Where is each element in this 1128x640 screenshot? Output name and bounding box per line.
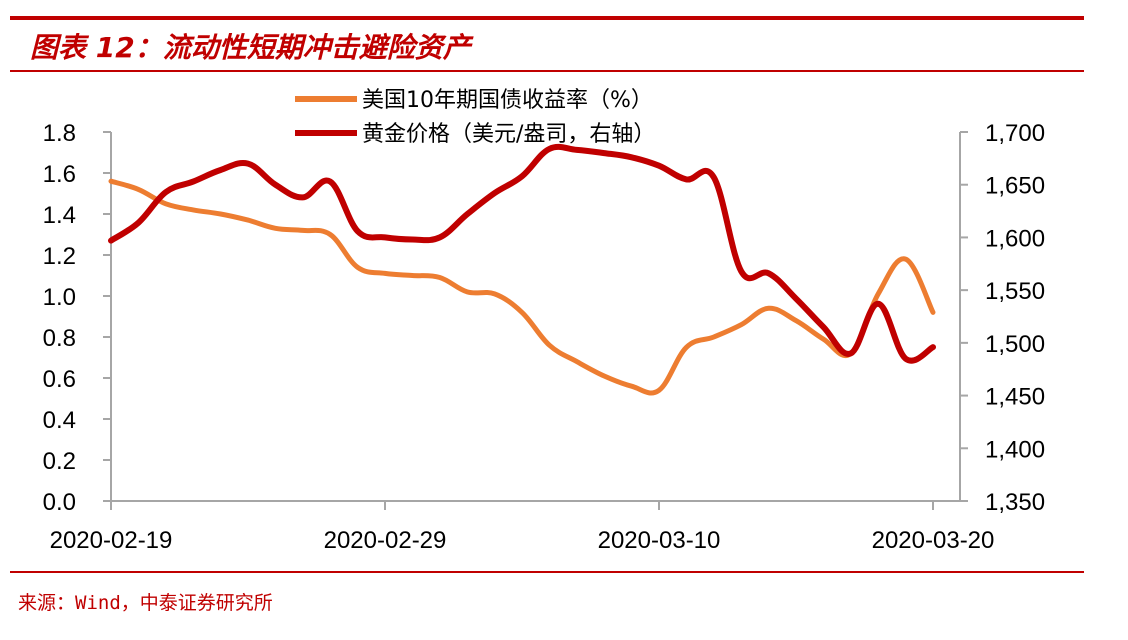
legend-item-yield: 美国10年期国债收益率（%）	[295, 88, 653, 113]
right-tick-label: 1,600	[985, 225, 1045, 252]
left-axis: 0.0 0.2 0.4 0.6 0.8 1.0 1.2 1.4 1.6 1.8	[43, 120, 112, 516]
right-axis: 1,350 1,400 1,450 1,500 1,550 1,600 1,650 1,700	[959, 120, 1045, 516]
line-chart: 0.0 0.2 0.4 0.6 0.8 1.0 1.2 1.4 1.6 1.8 1,350 1,40…	[43, 88, 1045, 554]
x-tick-label: 2020-02-19	[50, 527, 173, 554]
left-tick-label: 0.4	[43, 407, 76, 434]
left-tick-label: 0.0	[43, 489, 76, 516]
title-bottom-rule	[10, 70, 1084, 72]
series-line-yield	[108, 178, 936, 396]
legend-label-yield: 美国10年期国债收益率（%）	[362, 88, 653, 113]
right-axis-ticks: 1,350 1,400 1,450 1,500 1,550 1,600 1,650 1,700	[960, 120, 1045, 516]
left-tick-label: 1.4	[43, 202, 76, 229]
right-tick-label: 1,450	[985, 384, 1045, 411]
x-tick-label: 2020-03-10	[598, 527, 721, 554]
legend: 美国10年期国债收益率（%） 黄金价格（美元/盎司，右轴）	[295, 88, 655, 147]
right-tick-label: 1,400	[985, 436, 1045, 463]
legend-item-gold: 黄金价格（美元/盎司，右轴）	[295, 122, 655, 147]
x-axis: 2020-02-19 2020-02-29 2020-03-10 2020-03-20	[50, 500, 995, 554]
right-tick-label: 1,350	[985, 489, 1045, 516]
legend-label-gold: 黄金价格（美元/盎司，右轴）	[362, 122, 655, 147]
left-tick-label: 1.0	[43, 284, 76, 311]
left-axis-ticks: 0.0 0.2 0.4 0.6 0.8 1.0 1.2 1.4 1.6 1.8	[43, 120, 111, 516]
right-tick-label: 1,700	[985, 120, 1045, 147]
x-tick-label: 2020-02-29	[324, 527, 447, 554]
right-tick-label: 1,500	[985, 331, 1045, 358]
right-tick-label: 1,550	[985, 278, 1045, 305]
x-axis-ticks: 2020-02-19 2020-02-29 2020-03-10 2020-03-20	[50, 501, 995, 554]
left-tick-label: 0.6	[43, 366, 76, 393]
title-top-rule	[10, 16, 1084, 20]
series-line-gold	[108, 143, 936, 364]
source-note: 来源：Wind，中泰证券研究所	[18, 592, 273, 614]
x-tick-label: 2020-03-20	[872, 527, 995, 554]
left-tick-label: 0.2	[43, 448, 76, 475]
left-tick-label: 1.2	[43, 243, 76, 270]
left-tick-label: 1.6	[43, 161, 76, 188]
series-layer	[108, 143, 936, 396]
left-tick-label: 0.8	[43, 325, 76, 352]
figure-title: 图表 12：流动性短期冲击避险资产	[30, 31, 471, 64]
left-tick-label: 1.8	[43, 120, 76, 147]
source-top-rule	[10, 571, 1084, 573]
right-tick-label: 1,650	[985, 173, 1045, 200]
